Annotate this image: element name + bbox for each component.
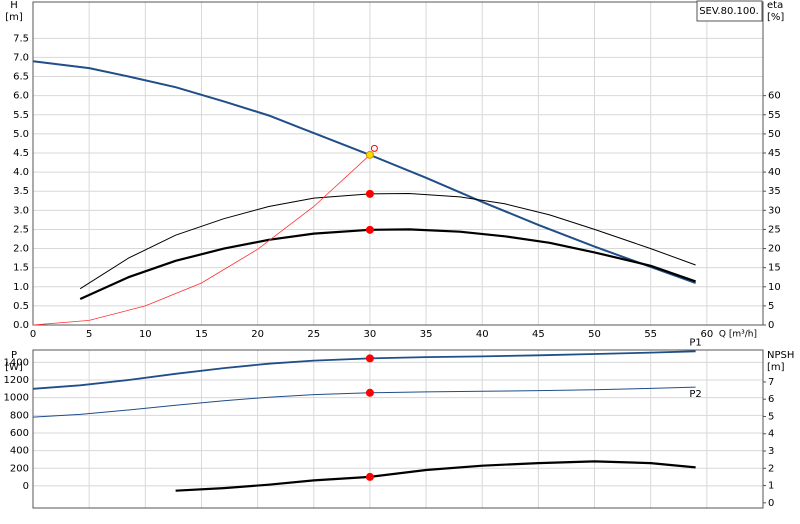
- x-axis-label: Q [m³/h]: [719, 330, 757, 340]
- y-axis-label: P: [11, 350, 17, 361]
- y-tick-label: 1200: [4, 375, 29, 386]
- y-tick-label: 5.5: [13, 110, 29, 121]
- x-tick-label: 35: [420, 329, 433, 340]
- y2-tick-label: 2: [768, 463, 774, 474]
- x-tick-label: 0: [30, 329, 36, 340]
- y2-axis-unit: [m]: [767, 362, 785, 373]
- y2-tick-label: 3: [768, 446, 774, 457]
- y2-axis-label: NPSH: [767, 350, 794, 361]
- y-tick-label: 0: [23, 481, 29, 492]
- y2-axis-unit: [%]: [767, 12, 784, 23]
- curve: [32, 386, 696, 418]
- y-axis-label: H: [10, 0, 18, 11]
- x-tick-label: 30: [364, 329, 377, 340]
- plot-area: [33, 2, 763, 325]
- y2-axis-label: eta: [767, 0, 783, 11]
- y-tick-label: 6.0: [13, 91, 29, 102]
- y2-tick-label: 4: [768, 429, 774, 440]
- y-axis-unit: [m]: [5, 12, 23, 23]
- y-tick-label: 400: [10, 446, 29, 457]
- series-label: P2: [689, 389, 701, 400]
- y2-tick-label: 5: [768, 301, 774, 312]
- y2-tick-label: 45: [768, 148, 781, 159]
- y2-tick-label: 40: [768, 167, 781, 178]
- model-box: [696, 0, 763, 22]
- curve: [32, 60, 696, 284]
- y-tick-label: 6.5: [13, 72, 29, 83]
- curve: [175, 460, 696, 492]
- y2-tick-label: 6: [768, 394, 774, 405]
- y2-tick-label: 0: [768, 498, 774, 509]
- y2-tick-label: 30: [768, 205, 781, 216]
- y-tick-label: 0.5: [13, 301, 29, 312]
- y2-tick-label: 10: [768, 282, 781, 293]
- y-tick-label: 5.0: [13, 129, 29, 140]
- x-tick-label: 5: [86, 329, 92, 340]
- curve: [32, 350, 696, 390]
- y-tick-label: 3.5: [13, 186, 29, 197]
- y2-tick-label: 5: [768, 411, 774, 422]
- y-tick-label: 1400: [4, 357, 29, 368]
- y-tick-label: 0.0: [13, 320, 29, 331]
- operating-point: [365, 354, 374, 363]
- operating-point: [370, 144, 378, 152]
- y-axis-unit: [W]: [5, 362, 23, 373]
- y-tick-label: 200: [10, 463, 29, 474]
- y2-tick-label: 25: [768, 224, 781, 235]
- y-tick-label: 7.5: [13, 33, 29, 44]
- operating-point: [365, 189, 374, 198]
- y-tick-label: 1.5: [13, 263, 29, 274]
- y-tick-label: 3.0: [13, 205, 29, 216]
- y-tick-label: 800: [10, 410, 29, 421]
- y-tick-label: 7.0: [13, 52, 29, 63]
- operating-point: [365, 388, 374, 397]
- y2-tick-label: 7: [768, 377, 774, 388]
- y2-tick-label: 15: [768, 263, 781, 274]
- plot-frame: [32, 1, 764, 326]
- x-tick-label: 45: [532, 329, 545, 340]
- operating-point: [365, 472, 374, 481]
- plot-frame: [32, 349, 764, 509]
- y2-tick-label: 55: [768, 110, 781, 121]
- operating-point: [365, 225, 374, 234]
- x-tick-label: 15: [195, 329, 208, 340]
- y2-tick-label: 20: [768, 244, 781, 255]
- y-tick-label: 1.0: [13, 282, 29, 293]
- plot-area: [33, 350, 763, 508]
- x-tick-label: 20: [251, 329, 264, 340]
- y2-tick-label: 35: [768, 186, 781, 197]
- y-tick-label: 2.0: [13, 244, 29, 255]
- y2-tick-label: 50: [768, 129, 781, 140]
- y-tick-label: 1000: [4, 393, 29, 404]
- y-tick-label: 4.0: [13, 167, 29, 178]
- y2-tick-label: 60: [768, 91, 781, 102]
- y-tick-label: 600: [10, 428, 29, 439]
- y2-tick-label: 0: [768, 320, 774, 331]
- series-label: P1: [689, 337, 701, 348]
- x-tick-label: 40: [476, 329, 489, 340]
- operating-point: [365, 150, 374, 159]
- x-tick-label: 50: [588, 329, 601, 340]
- curve: [79, 228, 696, 301]
- y-tick-label: 2.5: [13, 224, 29, 235]
- curve: [32, 154, 371, 326]
- y-tick-label: 4.5: [13, 148, 29, 159]
- x-tick-label: 25: [307, 329, 320, 340]
- x-tick-label: 60: [700, 329, 713, 340]
- curve: [79, 192, 696, 290]
- y2-tick-label: 1: [768, 481, 774, 492]
- x-tick-label: 10: [139, 329, 152, 340]
- model-label: SEV.80.100.: [699, 6, 759, 17]
- x-tick-label: 55: [644, 329, 657, 340]
